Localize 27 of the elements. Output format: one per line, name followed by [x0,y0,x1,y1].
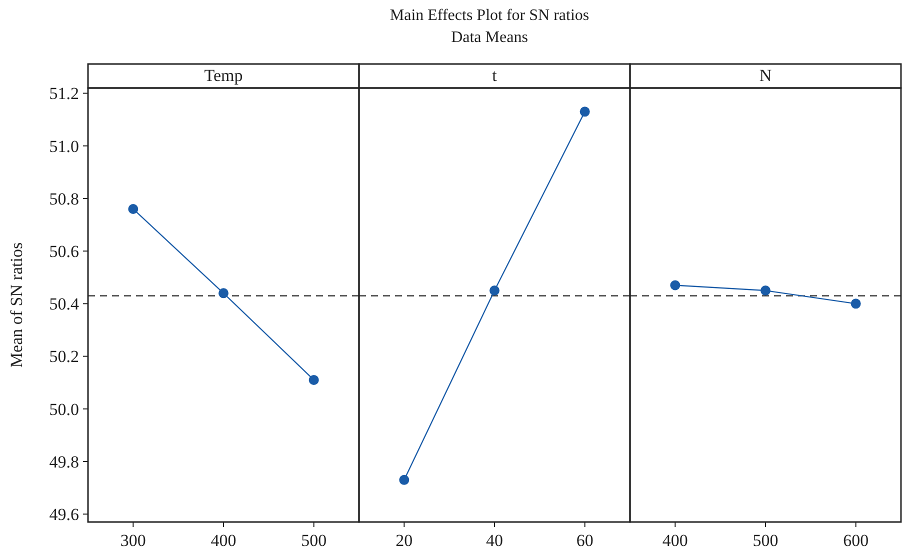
x-axis-title: t [492,66,498,85]
x-tick-label: 500 [752,531,778,550]
x-tick-label: 40 [486,531,503,550]
y-axis-title: Mean of SN ratios [7,242,26,368]
y-tick-label: 50.4 [49,294,80,314]
y-tick-label: 50.2 [49,347,79,366]
point [128,204,138,214]
y-tick-label: 49.6 [49,505,79,524]
x-axis-title: Temp [204,66,243,85]
x-tick-label: 400 [662,531,688,550]
y-tick-label: 50.8 [49,189,79,208]
x-tick-label: 600 [843,531,869,550]
point [308,374,319,385]
y-tick-label: 51.0 [49,136,79,156]
y-tick-label: 50.6 [49,242,79,262]
y-tick-label: 49.8 [49,452,79,472]
chart-subtitle: Data Means [451,29,528,46]
x-tick-label: 60 [576,531,594,550]
point [218,288,228,298]
chart-title: Main Effects Plot for SN ratios [390,7,590,24]
y-tick-label: 50.0 [49,400,79,419]
x-axis-title: N [759,66,772,85]
x-tick-label: 20 [396,531,413,550]
x-tick-label: 400 [210,531,236,550]
x-tick-label: 300 [120,531,146,550]
y-tick-label: 51.2 [49,84,79,104]
x-tick-label: 500 [301,531,327,550]
